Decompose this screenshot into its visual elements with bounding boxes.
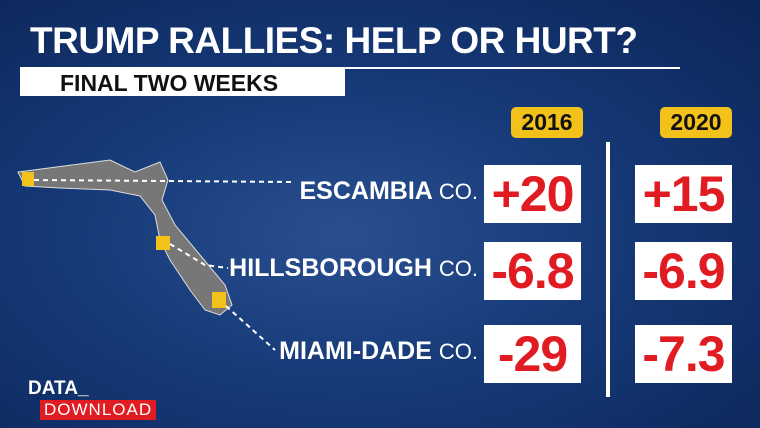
row-label: ESCAMBIA CO.	[300, 177, 479, 206]
column-header: 2016	[511, 107, 583, 138]
row-label: MIAMI-DADE CO.	[279, 337, 478, 366]
value-cell: -29	[484, 325, 581, 383]
value-cell: -6.8	[484, 242, 581, 300]
subtitle: FINAL TWO WEEKS	[60, 70, 279, 96]
marker	[22, 172, 34, 186]
column-header: 2020	[660, 107, 732, 138]
value-cell: +15	[635, 165, 732, 223]
value-cell: +20	[484, 165, 581, 223]
row-label: HILLSBOROUGH CO.	[229, 254, 478, 283]
connector	[33, 179, 293, 183]
connector	[225, 305, 276, 351]
county: MIAMI-DADE	[279, 337, 432, 365]
title: TRUMP RALLIES: HELP OR HURT?	[30, 20, 638, 61]
county: HILLSBOROUGH	[229, 254, 432, 282]
marker	[156, 236, 170, 250]
county-suffix: CO.	[438, 179, 478, 204]
logo-bottom: DOWNLOAD	[40, 400, 157, 420]
value-cell: -7.3	[635, 325, 732, 383]
county-suffix: CO.	[438, 339, 478, 364]
subtitle-box: FINAL TWO WEEKS	[20, 67, 345, 96]
marker	[212, 292, 226, 308]
county: ESCAMBIA	[299, 177, 432, 205]
florida-map	[17, 159, 233, 316]
county-suffix: CO.	[438, 256, 478, 281]
connector	[169, 243, 229, 269]
value-cell: -6.9	[635, 242, 732, 300]
divider	[606, 142, 610, 397]
logo-top: DATA_	[28, 378, 89, 399]
